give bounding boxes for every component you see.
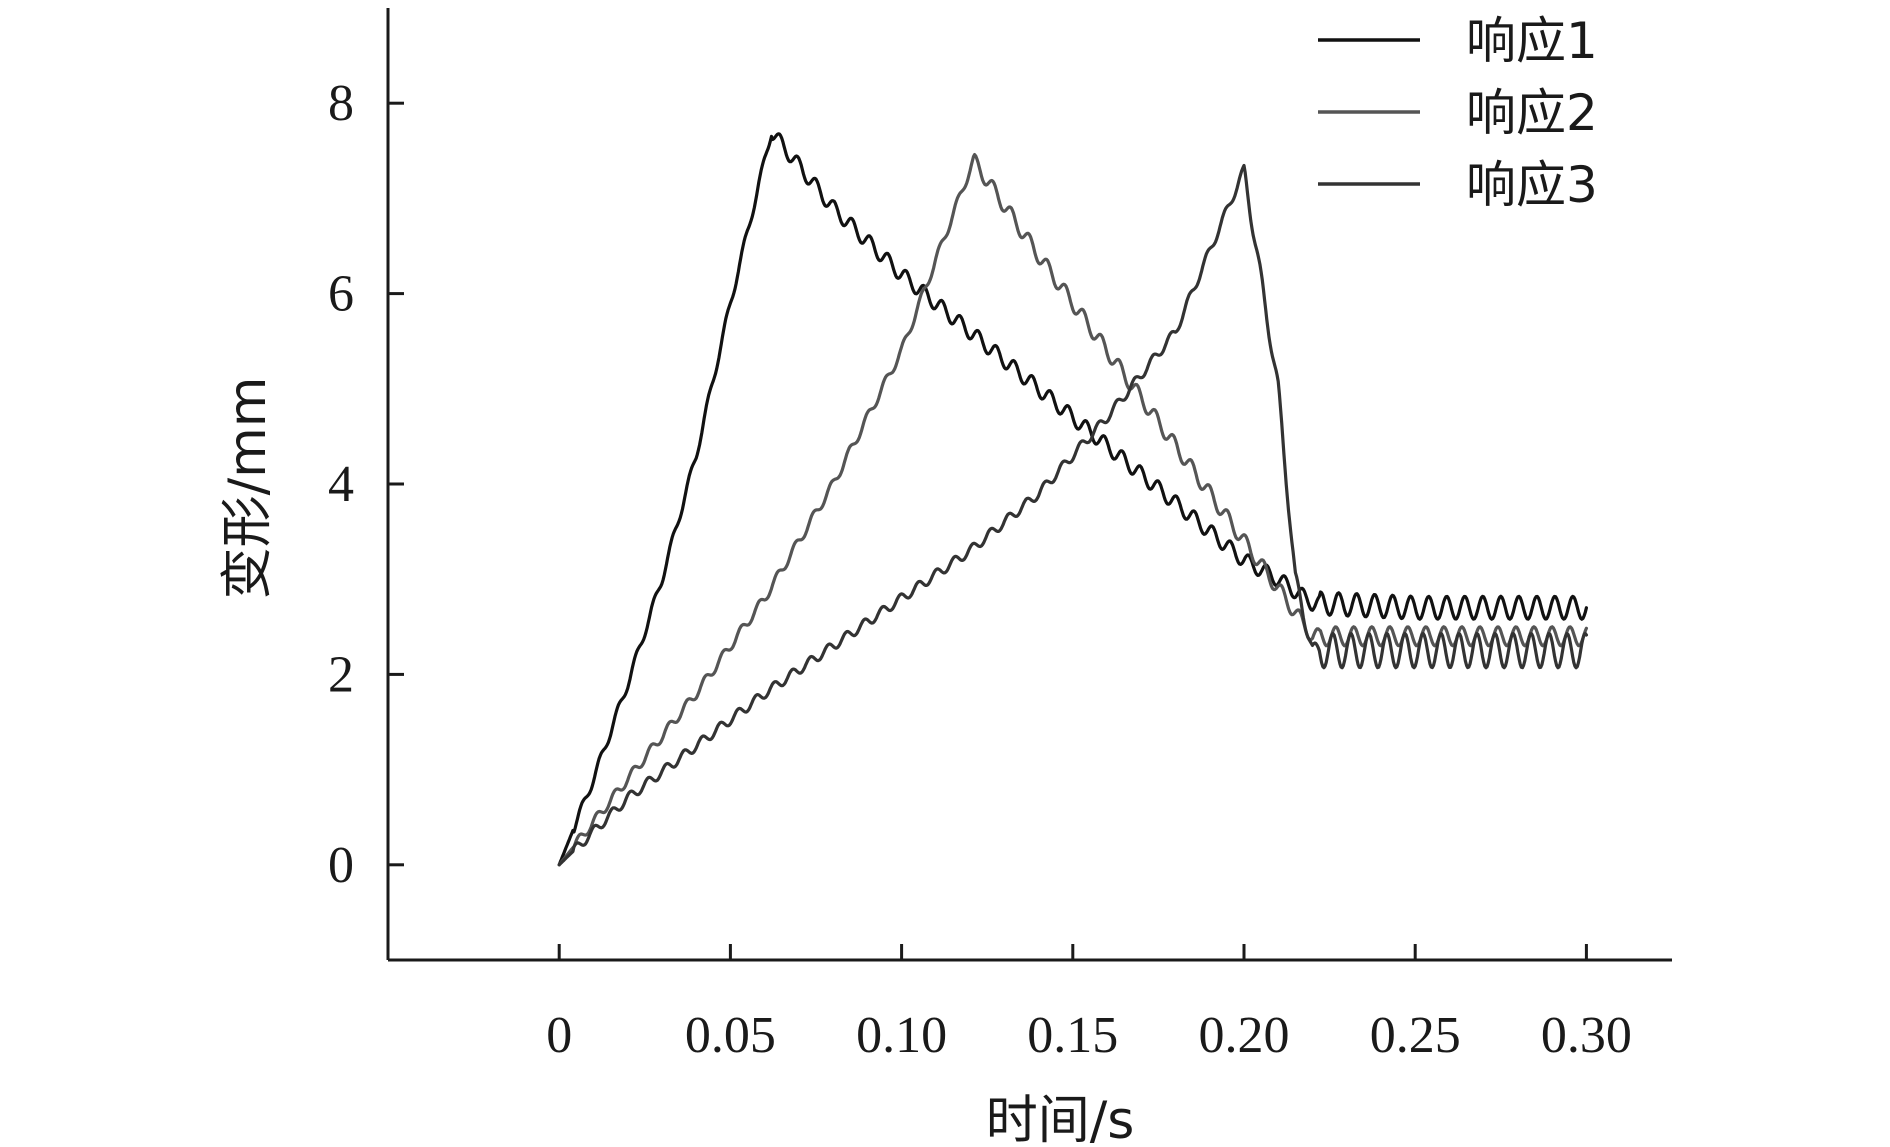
series-line-3	[557, 163, 1589, 867]
series-layer	[557, 132, 1589, 867]
series-line-2	[557, 153, 1589, 867]
x-axis-title: 时间/s	[986, 1091, 1135, 1147]
legend: 响应1 响应2 响应3	[1318, 12, 1598, 214]
tick-group: 0 0.05 0.10 0.15 0.20 0.25 0.30 0 2 4 6 8	[328, 75, 1632, 1064]
x-tick-label: 0.30	[1541, 1007, 1632, 1064]
x-tick-label: 0	[546, 1007, 572, 1064]
x-tick-label: 0.05	[685, 1007, 776, 1064]
series-line-1	[557, 132, 1589, 867]
x-tick-label: 0.20	[1199, 1007, 1290, 1064]
x-tick-label: 0.25	[1370, 1007, 1461, 1064]
legend-label-1: 响应1	[1466, 12, 1598, 70]
axes	[386, 8, 1672, 962]
legend-label-2: 响应2	[1466, 84, 1598, 142]
x-tick-label: 0.15	[1027, 1007, 1118, 1064]
y-tick-label: 8	[328, 75, 354, 132]
y-axis-title: 变形/mm	[218, 377, 278, 600]
x-tick-label: 0.10	[856, 1007, 947, 1064]
legend-label-3: 响应3	[1466, 156, 1598, 214]
y-tick-label: 6	[328, 266, 354, 323]
y-tick-label: 2	[328, 646, 354, 703]
y-tick-label: 0	[328, 837, 354, 894]
y-tick-label: 4	[328, 456, 354, 513]
